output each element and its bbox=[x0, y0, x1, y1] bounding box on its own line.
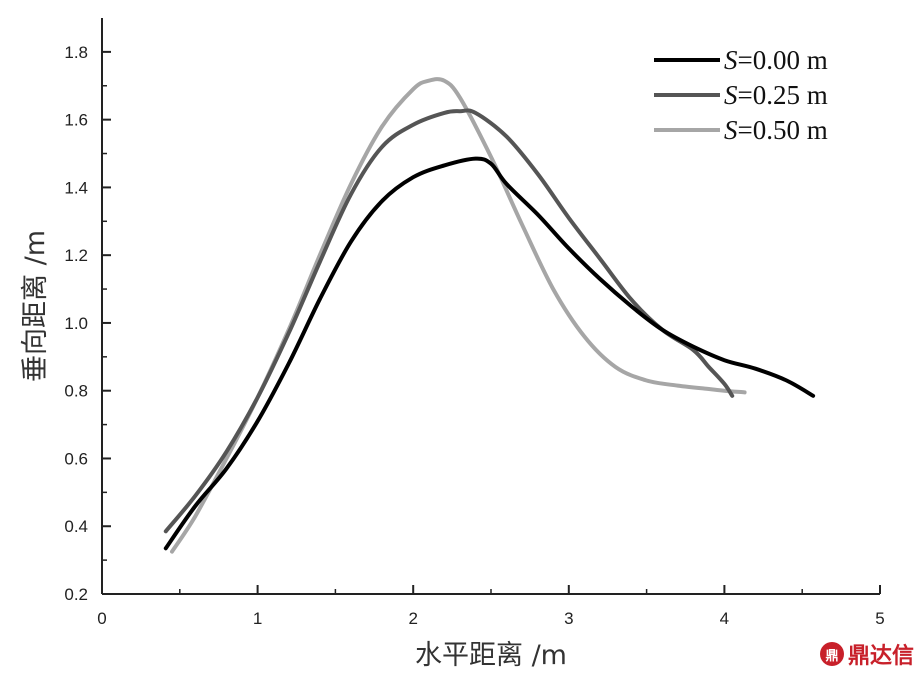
y-tick-label: 1.4 bbox=[64, 178, 88, 197]
x-tick-label: 4 bbox=[720, 609, 729, 628]
legend-label-0: S=0.00 m bbox=[724, 45, 828, 75]
watermark-text: 鼎达信 bbox=[847, 644, 914, 669]
legend-label-1: S=0.25 m bbox=[724, 80, 828, 110]
y-ticks: 0.2 0.4 0.6 0.8 1.0 1.2 1.4 1.6 1.8 bbox=[64, 43, 111, 604]
y-tick-label: 0.2 bbox=[64, 585, 88, 604]
legend: S=0.00 m S=0.25 m S=0.50 m bbox=[654, 45, 828, 145]
x-tick-label: 3 bbox=[564, 609, 573, 628]
plot-area: 0 1 2 3 4 5 0.2 0.4 0.6 0.8 1.0 1.2 1.4 1.6 1.8 bbox=[64, 18, 885, 628]
logo-icon: 鼎 bbox=[819, 642, 844, 666]
watermark-logo: 鼎 鼎达信 bbox=[819, 638, 914, 670]
x-tick-label: 1 bbox=[253, 609, 262, 628]
y-tick-label: 0.6 bbox=[64, 449, 88, 468]
y-tick-label: 1.0 bbox=[64, 314, 88, 333]
y-tick-label: 1.6 bbox=[64, 111, 88, 130]
y-tick-label: 1.2 bbox=[64, 246, 88, 265]
x-axis-title: 水平距离 /m bbox=[415, 640, 567, 671]
x-tick-label: 5 bbox=[875, 609, 884, 628]
series-lines bbox=[163, 77, 816, 554]
y-tick-label: 0.4 bbox=[64, 517, 88, 536]
y-axis-title: 垂向距离 /m bbox=[20, 230, 51, 382]
x-tick-label: 0 bbox=[97, 609, 106, 628]
series-line-0 bbox=[163, 156, 816, 551]
series-line-2 bbox=[170, 77, 747, 554]
x-tick-label: 2 bbox=[408, 609, 417, 628]
y-tick-label: 1.8 bbox=[64, 43, 88, 62]
x-ticks: 0 1 2 3 4 5 bbox=[97, 585, 885, 628]
y-tick-label: 0.8 bbox=[64, 382, 88, 401]
legend-label-2: S=0.50 m bbox=[724, 115, 828, 145]
